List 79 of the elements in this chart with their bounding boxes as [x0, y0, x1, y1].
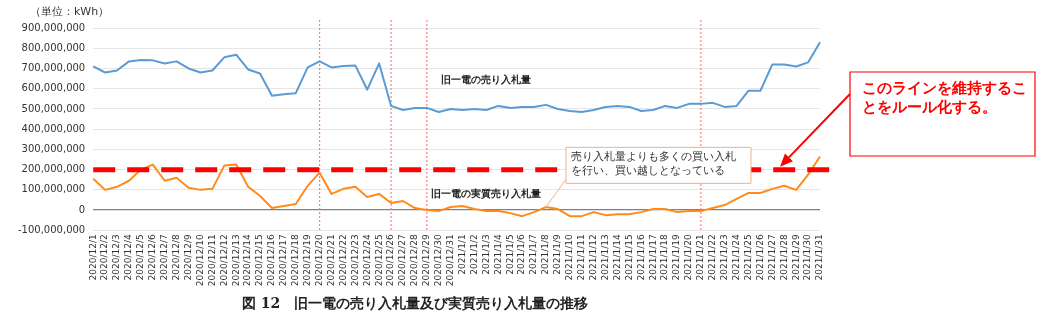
- x-tick-label: 2020/12/4: [123, 234, 134, 281]
- x-tick-label: 2020/12/21: [325, 234, 336, 287]
- x-tick-label: 2021/1/20: [683, 234, 694, 281]
- series-label: 旧一電の実質売り入札量: [431, 188, 542, 201]
- x-tick-label: 2021/1/1: [456, 234, 467, 275]
- x-tick-label: 2020/12/6: [147, 234, 158, 281]
- x-tick-label: 2020/12/5: [135, 234, 146, 281]
- x-tick-label: 2021/1/19: [671, 234, 682, 281]
- x-tick-label: 2021/1/13: [599, 234, 610, 281]
- y-tick-label: -100,000,000: [17, 223, 86, 235]
- x-tick-label: 2021/1/29: [790, 234, 801, 281]
- x-tick-label: 2020/12/15: [254, 234, 265, 287]
- x-tick-label: 2021/1/15: [623, 234, 634, 281]
- x-tick-label: 2020/12/26: [385, 234, 396, 287]
- x-tick-label: 2021/1/12: [587, 234, 598, 281]
- y-tick-label: 100,000,000: [21, 183, 86, 195]
- x-tick-label: 2020/12/29: [421, 234, 432, 287]
- x-tick-label: 2021/1/4: [492, 234, 503, 275]
- x-tick-label: 2020/12/8: [170, 234, 181, 281]
- x-tick-label: 2020/12/2: [99, 234, 110, 281]
- x-tick-label: 2021/1/10: [564, 234, 575, 281]
- x-tick-label: 2020/12/28: [409, 234, 420, 287]
- y-tick-label: 400,000,000: [21, 122, 86, 134]
- y-tick-label: 500,000,000: [21, 102, 86, 114]
- x-tick-label: 2020/12/11: [206, 234, 217, 287]
- y-tick-label: 0: [78, 203, 86, 215]
- x-tick-label: 2020/12/22: [337, 234, 348, 287]
- x-tick-label: 2020/12/14: [242, 234, 253, 287]
- x-tick-label: 2020/12/17: [278, 234, 289, 287]
- x-tick-label: 2021/1/30: [802, 234, 813, 281]
- x-tick-label: 2020/12/16: [266, 234, 277, 287]
- x-tick-label: 2020/12/18: [290, 234, 301, 287]
- text: 旧一電の売り入札量: [441, 73, 532, 85]
- x-tick-label: 2020/12/10: [194, 234, 205, 287]
- x-tick-label: 2021/1/8: [540, 234, 551, 275]
- x-tick-label: 2021/1/27: [766, 234, 777, 281]
- x-tick-label: 2021/1/25: [742, 234, 753, 281]
- y-tick-label: 600,000,000: [21, 82, 86, 94]
- x-tick-label: 2021/1/23: [719, 234, 730, 281]
- x-tick-label: 2020/12/19: [302, 234, 313, 287]
- x-tick-label: 2020/12/3: [111, 234, 122, 281]
- x-tick-label: 2021/1/11: [576, 234, 587, 281]
- y-tick-label: 200,000,000: [21, 163, 86, 175]
- x-tick-label: 2021/1/17: [647, 234, 658, 281]
- y-tick-label: 800,000,000: [21, 41, 86, 53]
- x-tick-label: 2020/12/30: [433, 234, 444, 287]
- x-tick-label: 2021/1/3: [480, 234, 491, 275]
- x-tick-label: 2021/1/26: [754, 234, 765, 281]
- x-tick-label: 2020/12/31: [445, 234, 455, 287]
- x-tick-label: 2021/1/9: [552, 234, 563, 275]
- x-tick-label: 2021/1/6: [516, 234, 527, 275]
- x-tick-label: 2020/12/24: [361, 234, 372, 287]
- text: このラインを維持することをルール化する。: [862, 79, 1027, 117]
- y-axis-title: （単位：kWh）: [30, 5, 110, 18]
- x-tick-label: 2020/12/12: [218, 234, 229, 287]
- x-tick-label: 2020/12/7: [159, 234, 170, 281]
- annotation: 売り入札量よりも多くの買い入札を行い、買い越しとなっている: [570, 149, 736, 177]
- y-tick-label: 300,000,000: [21, 142, 86, 154]
- x-tick-label: 2021/1/22: [707, 234, 718, 281]
- text: 図 12 旧一電の売り入札量及び実質売り入札量の推移: [241, 295, 589, 312]
- x-tick-label: 2020/12/13: [230, 234, 241, 287]
- y-tick-label: 900,000,000: [21, 21, 86, 33]
- x-tick-label: 2020/12/1: [87, 234, 98, 281]
- x-tick-label: 2021/1/7: [528, 234, 539, 275]
- x-tick-label: 2020/12/25: [373, 234, 384, 287]
- x-tick-label: 2021/1/18: [659, 234, 670, 281]
- x-tick-label: 2020/12/9: [182, 234, 193, 281]
- x-tick-label: 2021/1/2: [468, 234, 479, 275]
- x-tick-label: 2020/12/20: [313, 234, 324, 287]
- x-tick-label: 2021/1/28: [778, 234, 789, 281]
- x-tick-label: 2021/1/14: [611, 234, 622, 281]
- x-tick-label: 2021/1/21: [695, 234, 706, 281]
- x-tick-label: 2021/1/31: [814, 234, 825, 281]
- x-tick-label: 2021/1/5: [504, 234, 515, 275]
- x-tick-label: 2021/1/24: [730, 234, 741, 281]
- x-tick-label: 2020/12/23: [349, 234, 360, 287]
- x-tick-label: 2020/12/27: [397, 234, 408, 287]
- y-tick-label: 700,000,000: [21, 62, 86, 74]
- x-tick-label: 2021/1/16: [635, 234, 646, 281]
